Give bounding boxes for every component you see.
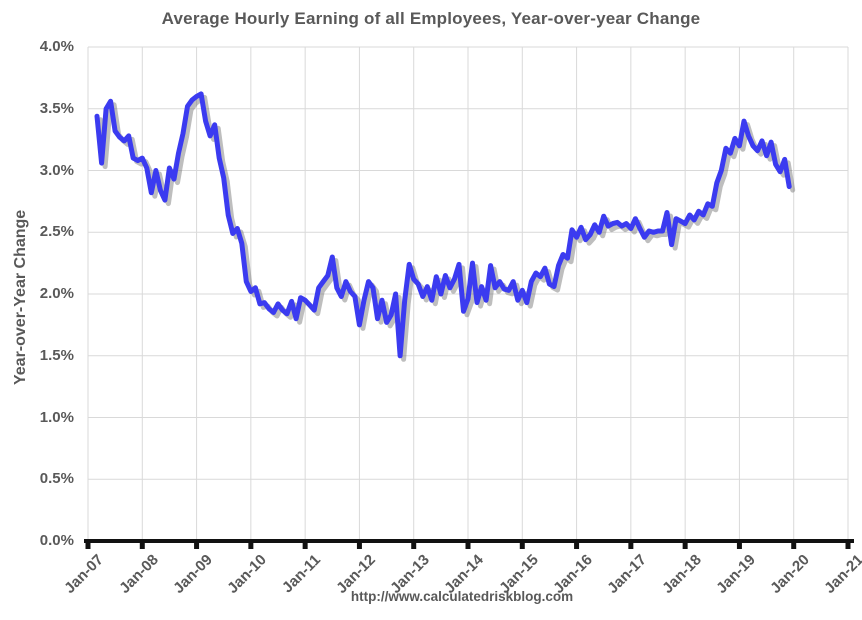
- x-axis-tick: [85, 543, 91, 549]
- y-tick-label: 1.0%: [39, 408, 74, 426]
- x-axis-tick: [194, 543, 200, 549]
- x-axis-tick: [682, 543, 688, 549]
- x-axis-tick: [736, 543, 742, 549]
- x-axis-tick: [302, 543, 308, 549]
- y-tick-label: 2.0%: [39, 285, 74, 302]
- x-axis-tick: [356, 543, 362, 549]
- x-axis-tick: [411, 543, 417, 549]
- y-tick-label: 1.5%: [39, 346, 74, 364]
- x-axis-tick: [465, 543, 471, 549]
- x-axis-tick: [574, 543, 580, 549]
- y-tick-label: 4.0%: [39, 38, 74, 55]
- x-axis-tick: [139, 543, 145, 549]
- x-axis-tick: [845, 543, 851, 549]
- footer-url: http://www.calculatedriskblog.com: [350, 589, 574, 604]
- chart-title: Average Hourly Earning of all Employees,…: [161, 9, 701, 28]
- data-line-shadow: [98, 94, 796, 362]
- y-tick-label: 3.5%: [39, 99, 74, 117]
- y-tick-label: 2.5%: [39, 223, 74, 241]
- y-tick-label: 0.0%: [39, 532, 74, 549]
- x-axis-tick: [628, 543, 634, 549]
- y-tick-label: 3.0%: [39, 161, 74, 179]
- x-axis-tick: [248, 543, 254, 549]
- x-axis-tick: [519, 543, 525, 549]
- x-axis-tick: [791, 543, 797, 549]
- y-tick-label: 0.5%: [39, 470, 74, 488]
- data-line-series: [94, 91, 792, 359]
